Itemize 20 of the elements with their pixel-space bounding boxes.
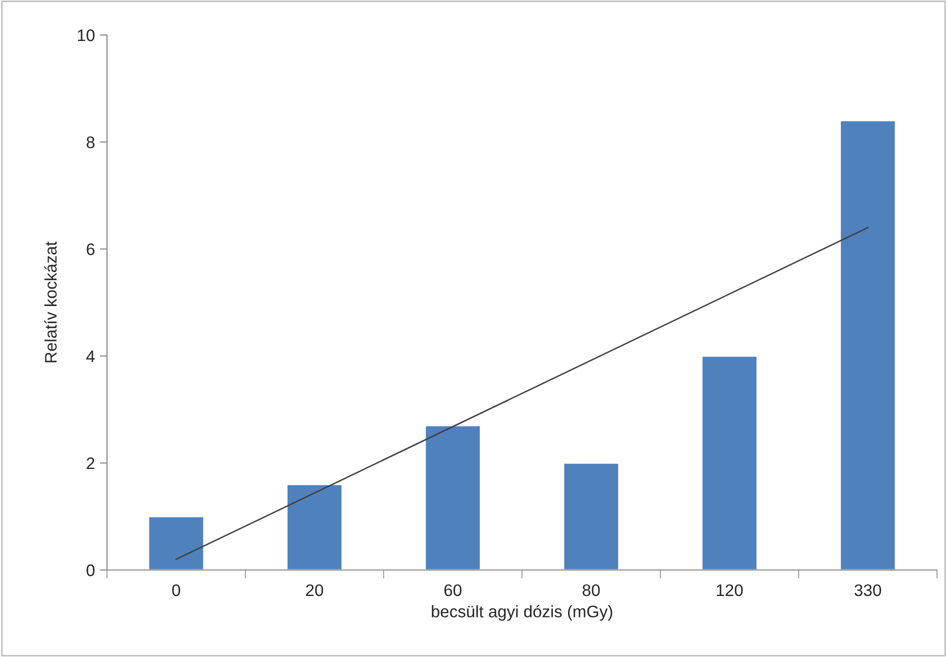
x-axis-title: becsült agyi dózis (mGy) — [432, 604, 612, 621]
x-tick-label: 20 — [306, 584, 324, 596]
y-tick-label: 10 — [78, 29, 95, 42]
bar — [562, 462, 620, 570]
x-tick-label: 80 — [582, 584, 600, 596]
x-tick-label: 330 — [854, 584, 882, 596]
y-tick-label: 2 — [86, 457, 94, 470]
bar — [286, 484, 343, 570]
y-axis-title: Relatív kockázat — [44, 241, 57, 362]
x-tick-label: 60 — [444, 584, 462, 596]
x-tick-label: 120 — [716, 584, 743, 596]
y-tick-label: 8 — [86, 136, 94, 148]
y-tick-label: 6 — [86, 243, 94, 256]
x-tick-label: 0 — [172, 584, 180, 596]
bar — [424, 424, 482, 570]
y-tick-label: 4 — [86, 350, 95, 362]
bar — [701, 355, 758, 570]
y-tick-label: 0 — [86, 564, 95, 576]
bar — [148, 516, 205, 570]
bar — [839, 120, 896, 570]
